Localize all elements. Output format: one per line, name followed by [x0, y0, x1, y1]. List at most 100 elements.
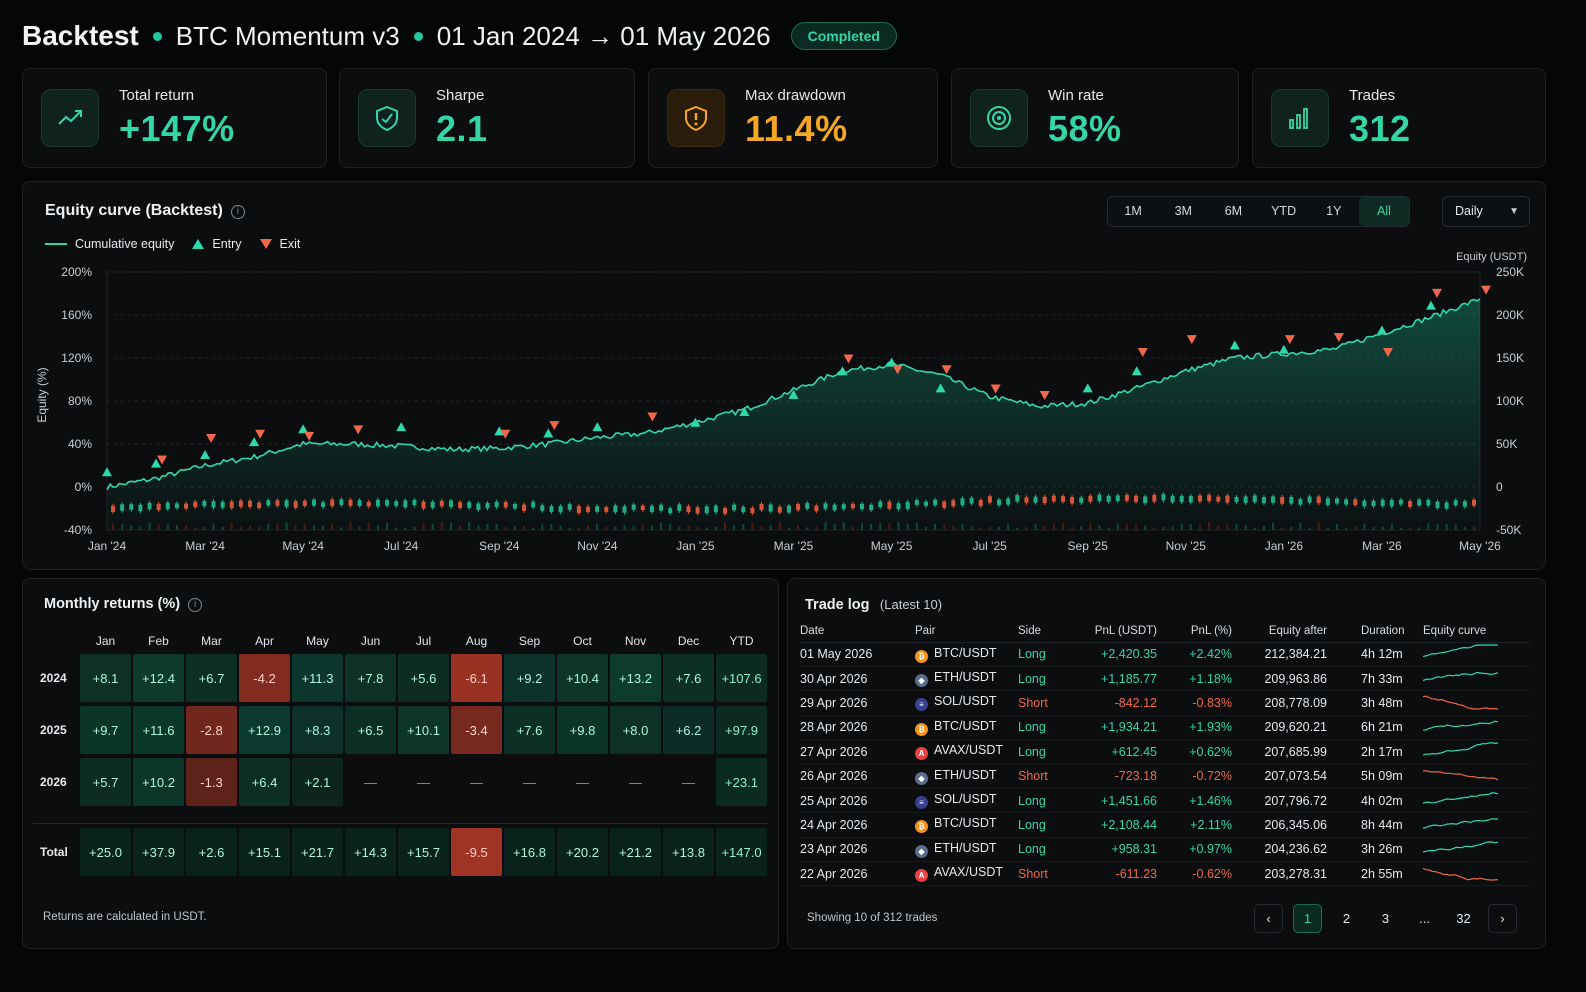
entry-marker[interactable] [1376, 325, 1387, 335]
heatmap-cell[interactable]: +15.1 [239, 828, 290, 876]
heatmap-cell[interactable]: +6.4 [239, 758, 290, 806]
exit-marker[interactable] [1382, 348, 1393, 357]
entry-marker[interactable] [1425, 300, 1436, 310]
entry-marker[interactable] [543, 428, 554, 438]
range-1m-button[interactable]: 1M [1124, 204, 1142, 218]
exit-marker[interactable] [549, 421, 560, 431]
heatmap-cell[interactable]: +97.9 [716, 706, 767, 754]
exit-marker[interactable] [647, 412, 658, 422]
range-1y-button[interactable]: 1Y [1326, 204, 1342, 218]
heatmap-cell[interactable]: +2.6 [186, 828, 237, 876]
heatmap-cell[interactable]: +12.9 [239, 706, 290, 754]
heatmap-cell[interactable]: +8.1 [80, 654, 131, 702]
entry-marker[interactable] [1082, 383, 1093, 393]
heatmap-cell[interactable]: +9.8 [557, 706, 608, 754]
range-all-button[interactable]: All [1358, 197, 1410, 226]
entry-marker[interactable] [249, 437, 260, 447]
heatmap-cell[interactable]: +9.2 [504, 654, 555, 702]
page-2-button[interactable]: 2 [1342, 911, 1351, 926]
heatmap-cell[interactable]: +13.8 [663, 828, 714, 876]
page-32-button[interactable]: 32 [1456, 911, 1471, 926]
entry-marker[interactable] [886, 357, 897, 367]
heatmap-cell[interactable]: +6.5 [345, 706, 396, 754]
heatmap-cell[interactable]: +37.9 [133, 828, 184, 876]
exit-marker[interactable] [500, 429, 511, 439]
entry-marker[interactable] [151, 458, 162, 468]
trade-row[interactable]: 28 Apr 2026 ₿ BTC/USDT Long +1,934.21 +1.93% 2… [800, 715, 1530, 741]
range-3m-button[interactable]: 3M [1174, 204, 1192, 218]
exit-marker[interactable] [1284, 335, 1295, 345]
heatmap-cell[interactable]: -6.1 [451, 654, 502, 702]
column-header[interactable]: Equity after [1248, 620, 1343, 643]
exit-marker[interactable] [206, 434, 217, 443]
heatmap-cell[interactable]: +7.6 [504, 706, 555, 754]
heatmap-cell[interactable]: +11.6 [133, 706, 184, 754]
exit-marker[interactable] [941, 365, 952, 375]
entry-marker[interactable] [298, 424, 309, 434]
heatmap-cell[interactable]: +6.7 [186, 654, 237, 702]
heatmap-cell[interactable]: +14.3 [345, 828, 396, 876]
heatmap-cell[interactable]: — [364, 774, 377, 790]
exit-marker[interactable] [1137, 348, 1148, 357]
heatmap-cell[interactable]: +16.8 [504, 828, 555, 876]
entry-marker[interactable] [494, 426, 505, 436]
entry-marker[interactable] [1131, 366, 1142, 376]
exit-marker[interactable] [1481, 285, 1491, 295]
exit-marker[interactable] [1186, 335, 1197, 345]
column-header[interactable]: Side [1018, 620, 1078, 643]
page-3-button[interactable]: 3 [1381, 911, 1390, 926]
page-1-button[interactable]: 1 [1293, 904, 1322, 933]
exit-marker[interactable] [1039, 391, 1050, 400]
heatmap-cell[interactable]: — [629, 774, 642, 790]
heatmap-cell[interactable]: -2.8 [186, 706, 237, 754]
heatmap-cell[interactable]: +10.1 [398, 706, 449, 754]
column-header[interactable]: Equity curve [1423, 620, 1530, 643]
heatmap-cell[interactable]: +21.7 [292, 828, 343, 876]
heatmap-cell[interactable]: — [470, 774, 483, 790]
heatmap-cell[interactable]: -3.4 [451, 706, 502, 754]
trade-row[interactable]: 27 Apr 2026 A AVAX/USDT Long +612.45 +0.62% 20… [800, 739, 1530, 765]
heatmap-cell[interactable]: +2.1 [292, 758, 343, 806]
column-header[interactable]: Date [800, 620, 915, 643]
entry-marker[interactable] [396, 422, 407, 432]
exit-marker[interactable] [353, 425, 364, 435]
heatmap-cell[interactable]: +7.8 [345, 654, 396, 702]
column-header[interactable]: Pair [915, 620, 1018, 643]
interval-select[interactable]: Daily ▼ [1442, 196, 1530, 227]
entry-marker[interactable] [690, 417, 701, 427]
prev-page-button[interactable]: ‹ [1254, 904, 1283, 933]
heatmap-cell[interactable]: +6.2 [663, 706, 714, 754]
heatmap-cell[interactable]: +5.6 [398, 654, 449, 702]
heatmap-cell[interactable]: +5.7 [80, 758, 131, 806]
entry-marker[interactable] [102, 467, 112, 477]
info-icon[interactable]: i [188, 598, 203, 612]
exit-marker[interactable] [892, 365, 903, 375]
heatmap-cell[interactable]: +10.2 [133, 758, 184, 806]
exit-marker[interactable] [157, 455, 168, 465]
trade-row[interactable]: 26 Apr 2026 ◆ ETH/USDT Short -723.18 -0.72% 20… [800, 763, 1530, 789]
entry-marker[interactable] [592, 422, 603, 432]
entry-marker[interactable] [1278, 344, 1289, 354]
column-header[interactable]: PnL (%) [1173, 620, 1248, 643]
trade-row[interactable]: 01 May 2026 ₿ BTC/USDT Long +2,420.35 +2.42% 2… [800, 642, 1530, 667]
exit-marker[interactable] [255, 429, 266, 439]
column-header[interactable]: Duration [1343, 620, 1423, 643]
range-ytd-button[interactable]: YTD [1271, 204, 1297, 218]
trade-row[interactable]: 22 Apr 2026 A AVAX/USDT Short -611.23 -0.62% 2… [800, 861, 1530, 887]
heatmap-cell[interactable]: +8.0 [610, 706, 661, 754]
heatmap-cell[interactable]: — [523, 774, 536, 790]
column-header[interactable]: PnL (USDT) [1078, 620, 1173, 643]
range-6m-button[interactable]: 6M [1224, 204, 1243, 218]
exit-marker[interactable] [1431, 288, 1442, 298]
heatmap-cell[interactable]: +15.7 [398, 828, 449, 876]
heatmap-cell[interactable]: +13.2 [610, 654, 661, 702]
heatmap-cell[interactable]: -1.3 [186, 758, 237, 806]
exit-marker[interactable] [1333, 332, 1344, 342]
exit-marker[interactable] [304, 431, 315, 441]
heatmap-cell[interactable]: +25.0 [80, 828, 131, 876]
trade-row[interactable]: 23 Apr 2026 ◆ ETH/USDT Long +958.31 +0.97% 204… [800, 837, 1530, 863]
entry-marker[interactable] [739, 407, 750, 417]
info-icon[interactable]: i [230, 205, 245, 219]
trade-row[interactable]: 30 Apr 2026 ◆ ETH/USDT Long +1,185.77 +1.18% 2… [800, 666, 1530, 692]
trade-row[interactable]: 25 Apr 2026 ≡ SOL/USDT Long +1,451.66 +1.46% 2… [800, 788, 1530, 814]
